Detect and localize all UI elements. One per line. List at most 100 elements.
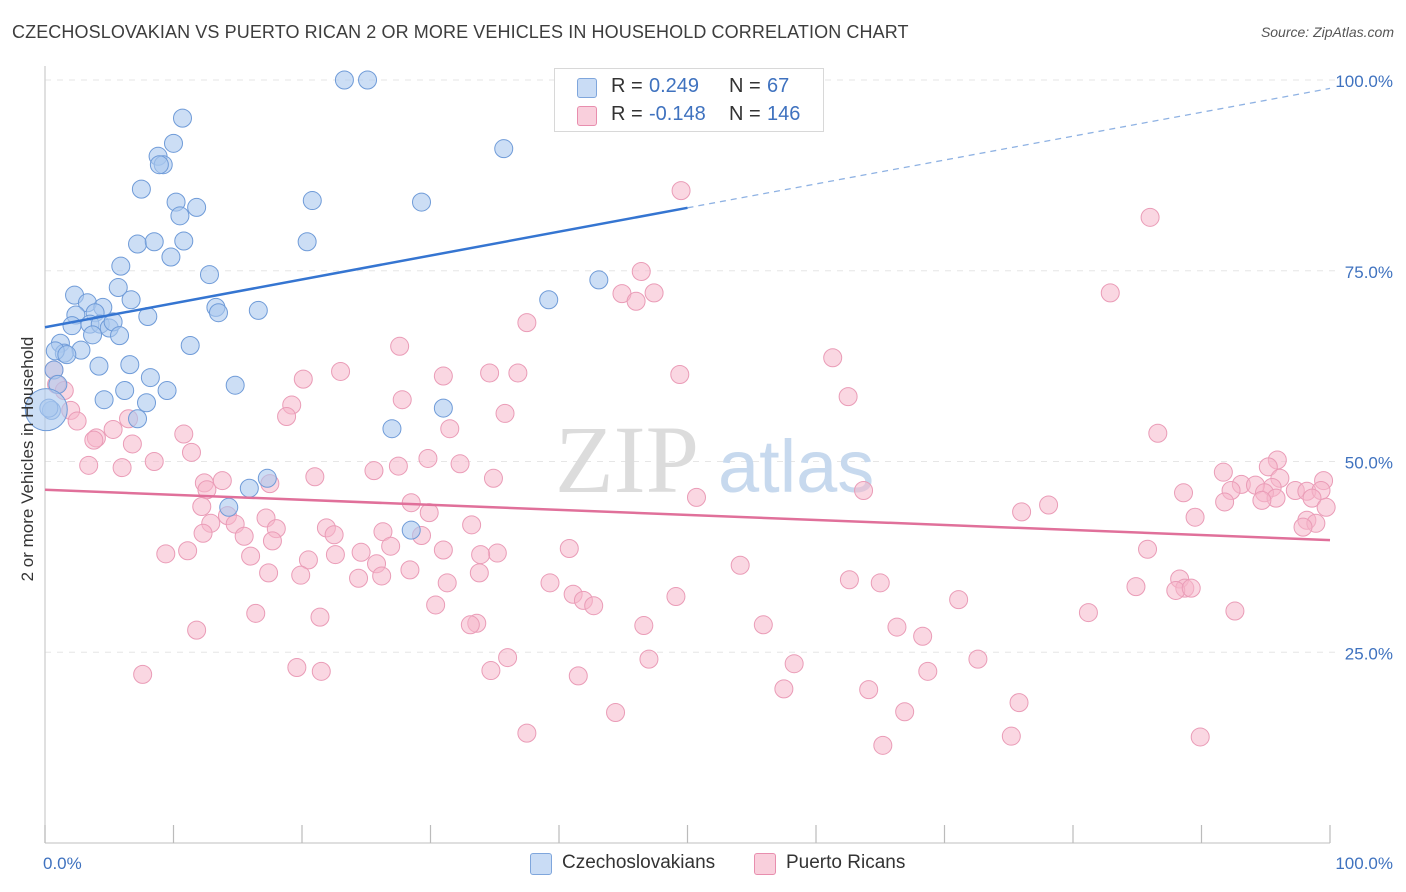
puerto-rican-point	[1009, 693, 1029, 713]
czech-point	[62, 316, 82, 336]
czech-point	[302, 191, 322, 211]
puerto-rican-point	[246, 603, 266, 623]
czech-point	[121, 290, 141, 310]
puerto-rican-point	[895, 702, 915, 722]
puerto-rican-point	[584, 596, 604, 616]
czech-point	[149, 155, 169, 175]
puerto-rican-point	[174, 424, 194, 444]
puerto-rican-point	[418, 448, 438, 468]
puerto-rican-point	[181, 442, 201, 462]
puerto-rican-point	[686, 487, 706, 507]
puerto-rican-point	[870, 573, 890, 593]
puerto-rican-point	[1225, 601, 1245, 621]
czech-point	[412, 192, 432, 212]
puerto-rican-point	[1185, 507, 1205, 527]
puerto-rican-point	[1252, 490, 1272, 510]
puerto-rican-point	[287, 658, 307, 678]
pr-legend-swatch	[754, 853, 776, 875]
puerto-rican-point	[471, 545, 491, 565]
puerto-rican-point	[241, 546, 261, 566]
czech-point	[94, 390, 114, 410]
puerto-rican-point	[968, 649, 988, 669]
puerto-rican-point	[291, 565, 311, 585]
czech-point	[128, 234, 148, 254]
czech-point	[334, 70, 354, 90]
puerto-rican-point	[440, 419, 460, 439]
puerto-rican-point	[364, 461, 384, 481]
n-label: N =	[729, 103, 761, 125]
puerto-rican-point	[774, 679, 794, 699]
y-axis-label: 2 or more Vehicles in Household	[18, 337, 37, 582]
czech-point	[128, 409, 148, 429]
puerto-rican-point	[1001, 726, 1021, 746]
puerto-rican-point	[631, 262, 651, 282]
puerto-rican-point	[508, 363, 528, 383]
czech-point	[219, 497, 239, 517]
puerto-rican-point	[1100, 283, 1120, 303]
czech-point	[382, 419, 402, 439]
puerto-rican-point	[854, 480, 874, 500]
axes	[44, 66, 1331, 844]
czech-n-value: 67	[767, 75, 790, 97]
pr-trend-line	[44, 488, 1331, 542]
puerto-rican-point	[1213, 462, 1233, 482]
czech-point	[589, 270, 609, 290]
x-tick-label: 0.0%	[43, 854, 82, 873]
puerto-rican-point	[644, 283, 664, 303]
puerto-rican-point	[498, 648, 518, 668]
puerto-rican-point	[753, 615, 773, 635]
czech-point	[297, 232, 317, 252]
czech-point	[248, 300, 268, 320]
puerto-rican-point	[79, 455, 99, 475]
puerto-rican-point	[639, 649, 659, 669]
czech-point	[111, 256, 131, 276]
puerto-rican-point	[634, 616, 654, 636]
puerto-rican-point	[626, 291, 646, 311]
czech-point	[108, 278, 128, 298]
puerto-rican-point	[949, 590, 969, 610]
legend-row-pr: R = -0.148 N = 146	[555, 101, 823, 129]
puerto-rican-point	[1174, 483, 1194, 503]
puerto-rican-point	[144, 452, 164, 471]
r-label: R =	[611, 103, 643, 125]
puerto-rican-point	[838, 387, 858, 407]
puerto-rican-point	[1012, 502, 1032, 522]
puerto-rican-point	[873, 735, 893, 755]
puerto-rican-point	[305, 467, 325, 487]
puerto-rican-point	[388, 456, 408, 476]
puerto-rican-point	[1181, 578, 1201, 598]
czech-point	[83, 325, 103, 345]
czech-point	[208, 303, 228, 323]
puerto-rican-point	[1258, 457, 1278, 477]
czech-point	[257, 468, 277, 488]
pr-r-value: -0.148	[649, 103, 706, 125]
puerto-rican-point	[433, 540, 453, 560]
puerto-rican-point	[483, 468, 503, 488]
puerto-rican-point	[67, 411, 87, 431]
puerto-rican-point	[351, 542, 371, 562]
puerto-rican-point	[671, 181, 691, 201]
source-label: Source: ZipAtlas.com	[1260, 24, 1394, 40]
puerto-rican-point	[419, 503, 439, 523]
czech-point	[161, 247, 181, 267]
czech-point	[137, 393, 157, 413]
puerto-rican-point	[839, 570, 859, 590]
puerto-rican-point	[913, 626, 933, 646]
puerto-rican-point	[606, 703, 626, 723]
puerto-rican-point	[156, 544, 176, 564]
puerto-rican-point	[193, 523, 213, 543]
czech-point	[187, 197, 207, 217]
puerto-rican-point	[293, 369, 313, 389]
puerto-rican-point	[259, 563, 279, 583]
czech-trend-extension	[687, 87, 1331, 209]
czech-point	[157, 381, 177, 401]
puerto-rican-point	[310, 607, 330, 627]
watermark: ZIP atlas	[555, 406, 874, 513]
pr-legend-label: Puerto Ricans	[786, 852, 906, 873]
puerto-rican-point	[390, 336, 410, 356]
czech-point	[110, 326, 130, 346]
puerto-rican-point	[324, 525, 344, 545]
puerto-rican-point	[1215, 492, 1235, 512]
puerto-rican-point	[480, 363, 500, 383]
legend-row-czech: R = 0.249 N = 67	[555, 73, 823, 101]
